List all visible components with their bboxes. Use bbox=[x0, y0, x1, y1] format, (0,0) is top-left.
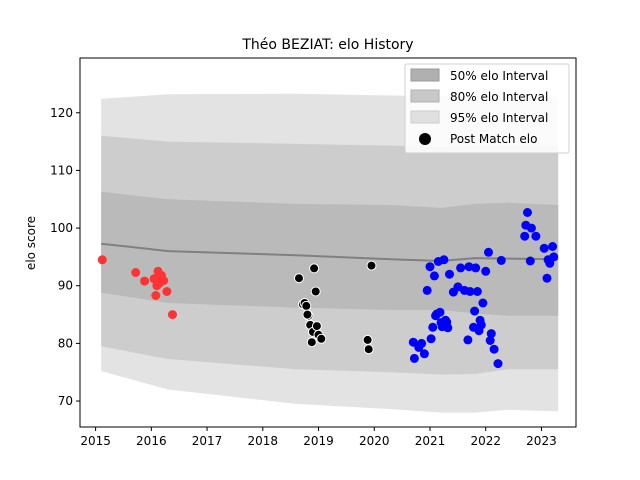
data-point bbox=[429, 271, 439, 281]
data-point bbox=[476, 320, 486, 330]
data-point bbox=[486, 329, 496, 339]
data-point bbox=[456, 263, 466, 273]
data-point bbox=[471, 263, 481, 273]
data-point bbox=[131, 268, 141, 277]
legend-swatch-80 bbox=[410, 89, 440, 103]
legend-box bbox=[404, 63, 570, 154]
data-point bbox=[464, 262, 474, 272]
plot-area bbox=[97, 93, 559, 413]
data-point bbox=[443, 323, 453, 333]
legend-label-95: 95% elo Interval bbox=[450, 111, 548, 125]
y-tick-label: 110 bbox=[50, 163, 73, 177]
y-tick-label: 100 bbox=[50, 221, 73, 235]
data-point bbox=[151, 291, 161, 300]
data-point bbox=[463, 335, 473, 345]
data-point bbox=[294, 273, 304, 284]
post-match-points bbox=[97, 208, 559, 369]
x-tick-label: 2018 bbox=[248, 434, 279, 448]
legend-marker-post-match bbox=[419, 133, 431, 145]
y-tick-label: 90 bbox=[58, 279, 73, 293]
legend: 50% elo Interval 80% elo Interval 95% el… bbox=[404, 63, 570, 154]
data-point bbox=[435, 307, 445, 317]
data-point bbox=[422, 285, 432, 295]
data-point bbox=[481, 266, 491, 276]
data-point bbox=[316, 333, 327, 344]
legend-label-80: 80% elo Interval bbox=[450, 90, 548, 104]
data-point bbox=[549, 252, 559, 262]
legend-swatch-95 bbox=[410, 110, 440, 124]
y-tick-label: 120 bbox=[50, 106, 73, 120]
y-tick-label: 80 bbox=[58, 336, 73, 350]
data-point bbox=[362, 334, 373, 345]
y-axis-label: elo score bbox=[24, 216, 38, 270]
data-point bbox=[363, 344, 374, 355]
x-tick-label: 2015 bbox=[80, 434, 111, 448]
data-point bbox=[419, 349, 429, 359]
data-point bbox=[168, 310, 177, 320]
x-tick-label: 2021 bbox=[415, 434, 446, 448]
data-point bbox=[162, 287, 172, 296]
data-point bbox=[306, 337, 317, 348]
data-point bbox=[520, 231, 530, 241]
data-point bbox=[523, 208, 532, 217]
data-point bbox=[493, 359, 503, 369]
data-point bbox=[439, 255, 449, 265]
data-point bbox=[425, 262, 435, 272]
x-tick-label: 2020 bbox=[359, 434, 390, 448]
x-tick-label: 2017 bbox=[192, 434, 223, 448]
x-tick-label: 2023 bbox=[526, 434, 557, 448]
data-point bbox=[548, 242, 558, 251]
data-point bbox=[409, 353, 419, 363]
data-point bbox=[301, 300, 312, 311]
band-50-interval bbox=[101, 191, 559, 316]
x-axis-ticks: 2015 2016 2017 2018 2019 2020 2021 2022 2023 bbox=[80, 427, 557, 448]
data-point bbox=[311, 321, 322, 332]
data-point bbox=[310, 286, 321, 297]
data-point bbox=[453, 282, 463, 292]
data-point bbox=[302, 309, 313, 320]
data-point bbox=[472, 287, 482, 296]
data-point bbox=[428, 322, 438, 332]
data-point bbox=[496, 255, 506, 265]
data-point bbox=[97, 255, 107, 265]
data-point bbox=[485, 336, 495, 345]
data-point bbox=[489, 344, 499, 354]
data-point bbox=[470, 306, 480, 316]
data-point bbox=[426, 334, 436, 344]
legend-swatch-50 bbox=[410, 68, 440, 82]
data-point bbox=[140, 276, 150, 286]
x-tick-label: 2016 bbox=[136, 434, 167, 448]
data-point bbox=[526, 223, 536, 233]
chart-title: Théo BEZIAT: elo History bbox=[241, 37, 413, 53]
data-point bbox=[484, 247, 493, 257]
plot-frame bbox=[79, 57, 577, 428]
data-point bbox=[445, 269, 454, 279]
x-tick-label: 2019 bbox=[303, 434, 334, 448]
data-point bbox=[366, 260, 377, 271]
data-point bbox=[465, 287, 475, 296]
interval-bands bbox=[101, 93, 559, 413]
y-axis-ticks: 70 80 90 100 110 120 bbox=[50, 106, 80, 408]
y-tick-label: 70 bbox=[58, 394, 73, 408]
data-point bbox=[152, 281, 162, 291]
data-point bbox=[478, 298, 488, 308]
data-point bbox=[309, 263, 320, 274]
data-point bbox=[539, 243, 549, 253]
data-point bbox=[542, 273, 552, 283]
data-point bbox=[531, 231, 541, 241]
data-point bbox=[525, 256, 535, 266]
data-point bbox=[417, 338, 427, 348]
x-tick-label: 2022 bbox=[470, 434, 501, 448]
legend-label-post-match: Post Match elo bbox=[450, 132, 537, 146]
legend-label-50: 50% elo Interval bbox=[450, 69, 548, 83]
